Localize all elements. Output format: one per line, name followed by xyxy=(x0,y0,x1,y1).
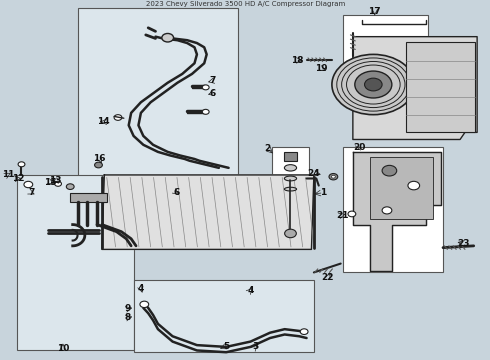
Bar xyxy=(407,42,475,132)
Bar xyxy=(134,279,314,352)
Text: 8: 8 xyxy=(124,313,131,322)
Circle shape xyxy=(114,115,122,120)
Text: 24: 24 xyxy=(308,169,320,178)
Text: 2: 2 xyxy=(265,144,270,153)
Polygon shape xyxy=(353,37,477,139)
Text: 22: 22 xyxy=(321,273,334,282)
Text: 10: 10 xyxy=(57,344,69,353)
Circle shape xyxy=(300,329,308,334)
Circle shape xyxy=(408,181,419,190)
Bar xyxy=(272,147,309,237)
Text: 17: 17 xyxy=(368,7,381,16)
Bar xyxy=(343,15,428,63)
Text: 20: 20 xyxy=(353,143,366,152)
Text: 11: 11 xyxy=(2,170,15,179)
Circle shape xyxy=(355,71,392,98)
Ellipse shape xyxy=(284,165,296,171)
Circle shape xyxy=(285,229,296,238)
Circle shape xyxy=(24,181,33,188)
Text: 6: 6 xyxy=(173,188,180,197)
Bar xyxy=(77,8,238,185)
Text: 21: 21 xyxy=(336,211,348,220)
Polygon shape xyxy=(102,175,314,249)
Ellipse shape xyxy=(284,176,296,181)
Bar xyxy=(343,147,443,273)
Circle shape xyxy=(332,54,415,115)
Text: 16: 16 xyxy=(93,154,106,163)
Text: 7: 7 xyxy=(28,188,34,197)
Text: 9: 9 xyxy=(124,305,131,314)
Text: 6: 6 xyxy=(209,89,216,98)
Text: 3: 3 xyxy=(252,342,259,351)
Circle shape xyxy=(162,33,173,42)
Circle shape xyxy=(55,181,61,186)
Text: 7: 7 xyxy=(209,76,216,85)
Bar xyxy=(70,193,107,202)
Text: 23: 23 xyxy=(457,239,470,248)
Circle shape xyxy=(382,165,397,176)
Circle shape xyxy=(202,109,209,114)
Circle shape xyxy=(348,211,356,217)
Text: 13: 13 xyxy=(49,176,62,185)
Circle shape xyxy=(202,85,209,90)
Text: 12: 12 xyxy=(12,174,24,183)
Text: 5: 5 xyxy=(223,342,229,351)
Text: 4: 4 xyxy=(138,284,144,293)
Circle shape xyxy=(365,78,382,91)
Polygon shape xyxy=(353,152,441,271)
Circle shape xyxy=(329,174,338,180)
Text: 15: 15 xyxy=(44,177,56,186)
Circle shape xyxy=(18,162,25,167)
Bar xyxy=(284,152,297,161)
Text: 14: 14 xyxy=(97,117,110,126)
Circle shape xyxy=(382,207,392,214)
Bar xyxy=(370,157,433,219)
Circle shape xyxy=(331,175,335,178)
Circle shape xyxy=(95,162,102,168)
Ellipse shape xyxy=(284,187,296,191)
Text: 18: 18 xyxy=(291,56,303,65)
Text: 4: 4 xyxy=(247,286,254,295)
Circle shape xyxy=(66,184,74,189)
Text: 2023 Chevy Silverado 3500 HD A/C Compressor Diagram: 2023 Chevy Silverado 3500 HD A/C Compres… xyxy=(146,1,345,7)
Text: 1: 1 xyxy=(320,188,327,197)
Circle shape xyxy=(140,301,148,307)
Bar xyxy=(17,175,134,350)
Text: 19: 19 xyxy=(315,64,327,73)
